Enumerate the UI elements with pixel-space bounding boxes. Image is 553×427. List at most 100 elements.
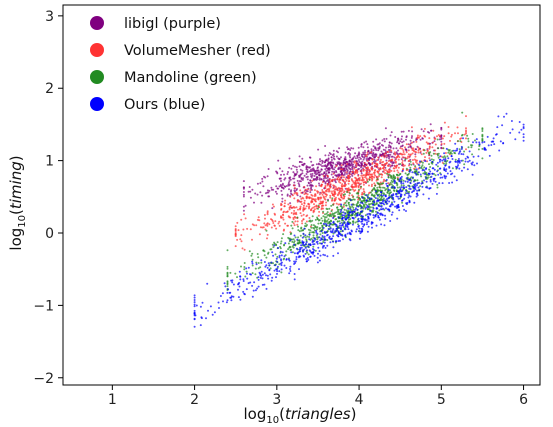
data-point — [290, 167, 293, 170]
data-point — [254, 192, 257, 195]
data-point — [318, 178, 321, 181]
data-point — [414, 183, 417, 185]
data-point — [238, 270, 241, 273]
data-point — [443, 152, 446, 155]
data-point — [200, 316, 203, 319]
data-point — [349, 208, 352, 211]
data-point — [293, 192, 296, 195]
data-point — [405, 177, 408, 180]
data-point — [316, 228, 318, 231]
data-point — [232, 283, 235, 286]
data-point — [468, 150, 471, 153]
data-point — [376, 166, 379, 169]
data-point — [319, 160, 322, 163]
data-point — [243, 266, 246, 268]
data-point — [287, 183, 290, 186]
data-point — [367, 161, 370, 164]
data-point — [230, 279, 233, 282]
data-point — [476, 162, 478, 165]
data-point — [412, 190, 415, 193]
data-point — [193, 296, 196, 299]
data-point — [426, 148, 429, 151]
data-point — [421, 169, 424, 172]
data-point — [296, 220, 299, 223]
data-point — [438, 167, 441, 170]
data-point — [299, 168, 302, 171]
data-point — [295, 206, 298, 209]
data-point — [376, 197, 379, 200]
data-point — [430, 158, 433, 161]
data-point — [285, 250, 288, 253]
data-point — [337, 235, 340, 238]
data-point — [363, 156, 366, 159]
data-point — [425, 186, 427, 189]
data-point — [310, 251, 313, 254]
data-point — [387, 153, 390, 156]
data-point — [277, 159, 280, 162]
data-point — [374, 160, 377, 163]
data-point — [403, 193, 406, 196]
data-point — [312, 252, 314, 255]
data-point — [385, 159, 388, 162]
data-point — [289, 216, 292, 219]
data-point — [303, 190, 306, 193]
data-point — [425, 141, 428, 144]
data-point — [309, 255, 312, 258]
data-point — [308, 170, 311, 173]
data-point — [315, 176, 318, 179]
data-point — [477, 148, 480, 151]
data-point — [312, 164, 315, 166]
data-point — [317, 169, 320, 172]
data-point — [243, 213, 246, 216]
data-point — [373, 171, 376, 174]
data-point — [253, 201, 255, 204]
data-point — [352, 208, 355, 211]
data-point — [383, 186, 386, 189]
data-point — [372, 216, 375, 219]
data-point — [280, 268, 283, 271]
data-point — [363, 174, 366, 177]
data-point — [390, 176, 393, 179]
data-point — [465, 132, 467, 135]
data-point — [390, 151, 393, 154]
data-point — [263, 254, 266, 257]
data-point — [430, 129, 432, 132]
data-point — [237, 229, 240, 232]
data-point — [341, 189, 344, 192]
data-point — [338, 179, 341, 181]
data-point — [344, 172, 346, 174]
data-point — [316, 256, 319, 259]
data-point — [449, 139, 451, 142]
legend-marker — [90, 70, 104, 84]
data-point — [286, 193, 289, 196]
data-point — [325, 193, 328, 196]
data-point — [400, 130, 403, 133]
data-point — [261, 177, 264, 180]
data-point — [348, 159, 351, 162]
data-point — [360, 170, 363, 173]
data-point — [298, 230, 301, 233]
data-point — [288, 180, 291, 183]
data-point — [267, 168, 270, 170]
data-point — [250, 254, 253, 257]
data-point — [271, 207, 274, 210]
data-point — [361, 160, 364, 163]
data-point — [334, 229, 337, 232]
data-point — [415, 195, 418, 198]
data-point — [298, 239, 301, 242]
data-point — [330, 215, 333, 218]
data-point — [376, 186, 379, 189]
data-point — [331, 170, 334, 173]
data-point — [335, 196, 337, 199]
data-point — [267, 277, 270, 280]
data-point — [398, 209, 401, 212]
data-point — [492, 137, 495, 140]
data-point — [369, 209, 372, 212]
data-point — [392, 147, 395, 150]
data-point — [501, 124, 504, 127]
data-point — [326, 169, 329, 172]
data-point — [263, 214, 266, 216]
data-point — [378, 155, 381, 157]
data-point — [374, 190, 377, 193]
